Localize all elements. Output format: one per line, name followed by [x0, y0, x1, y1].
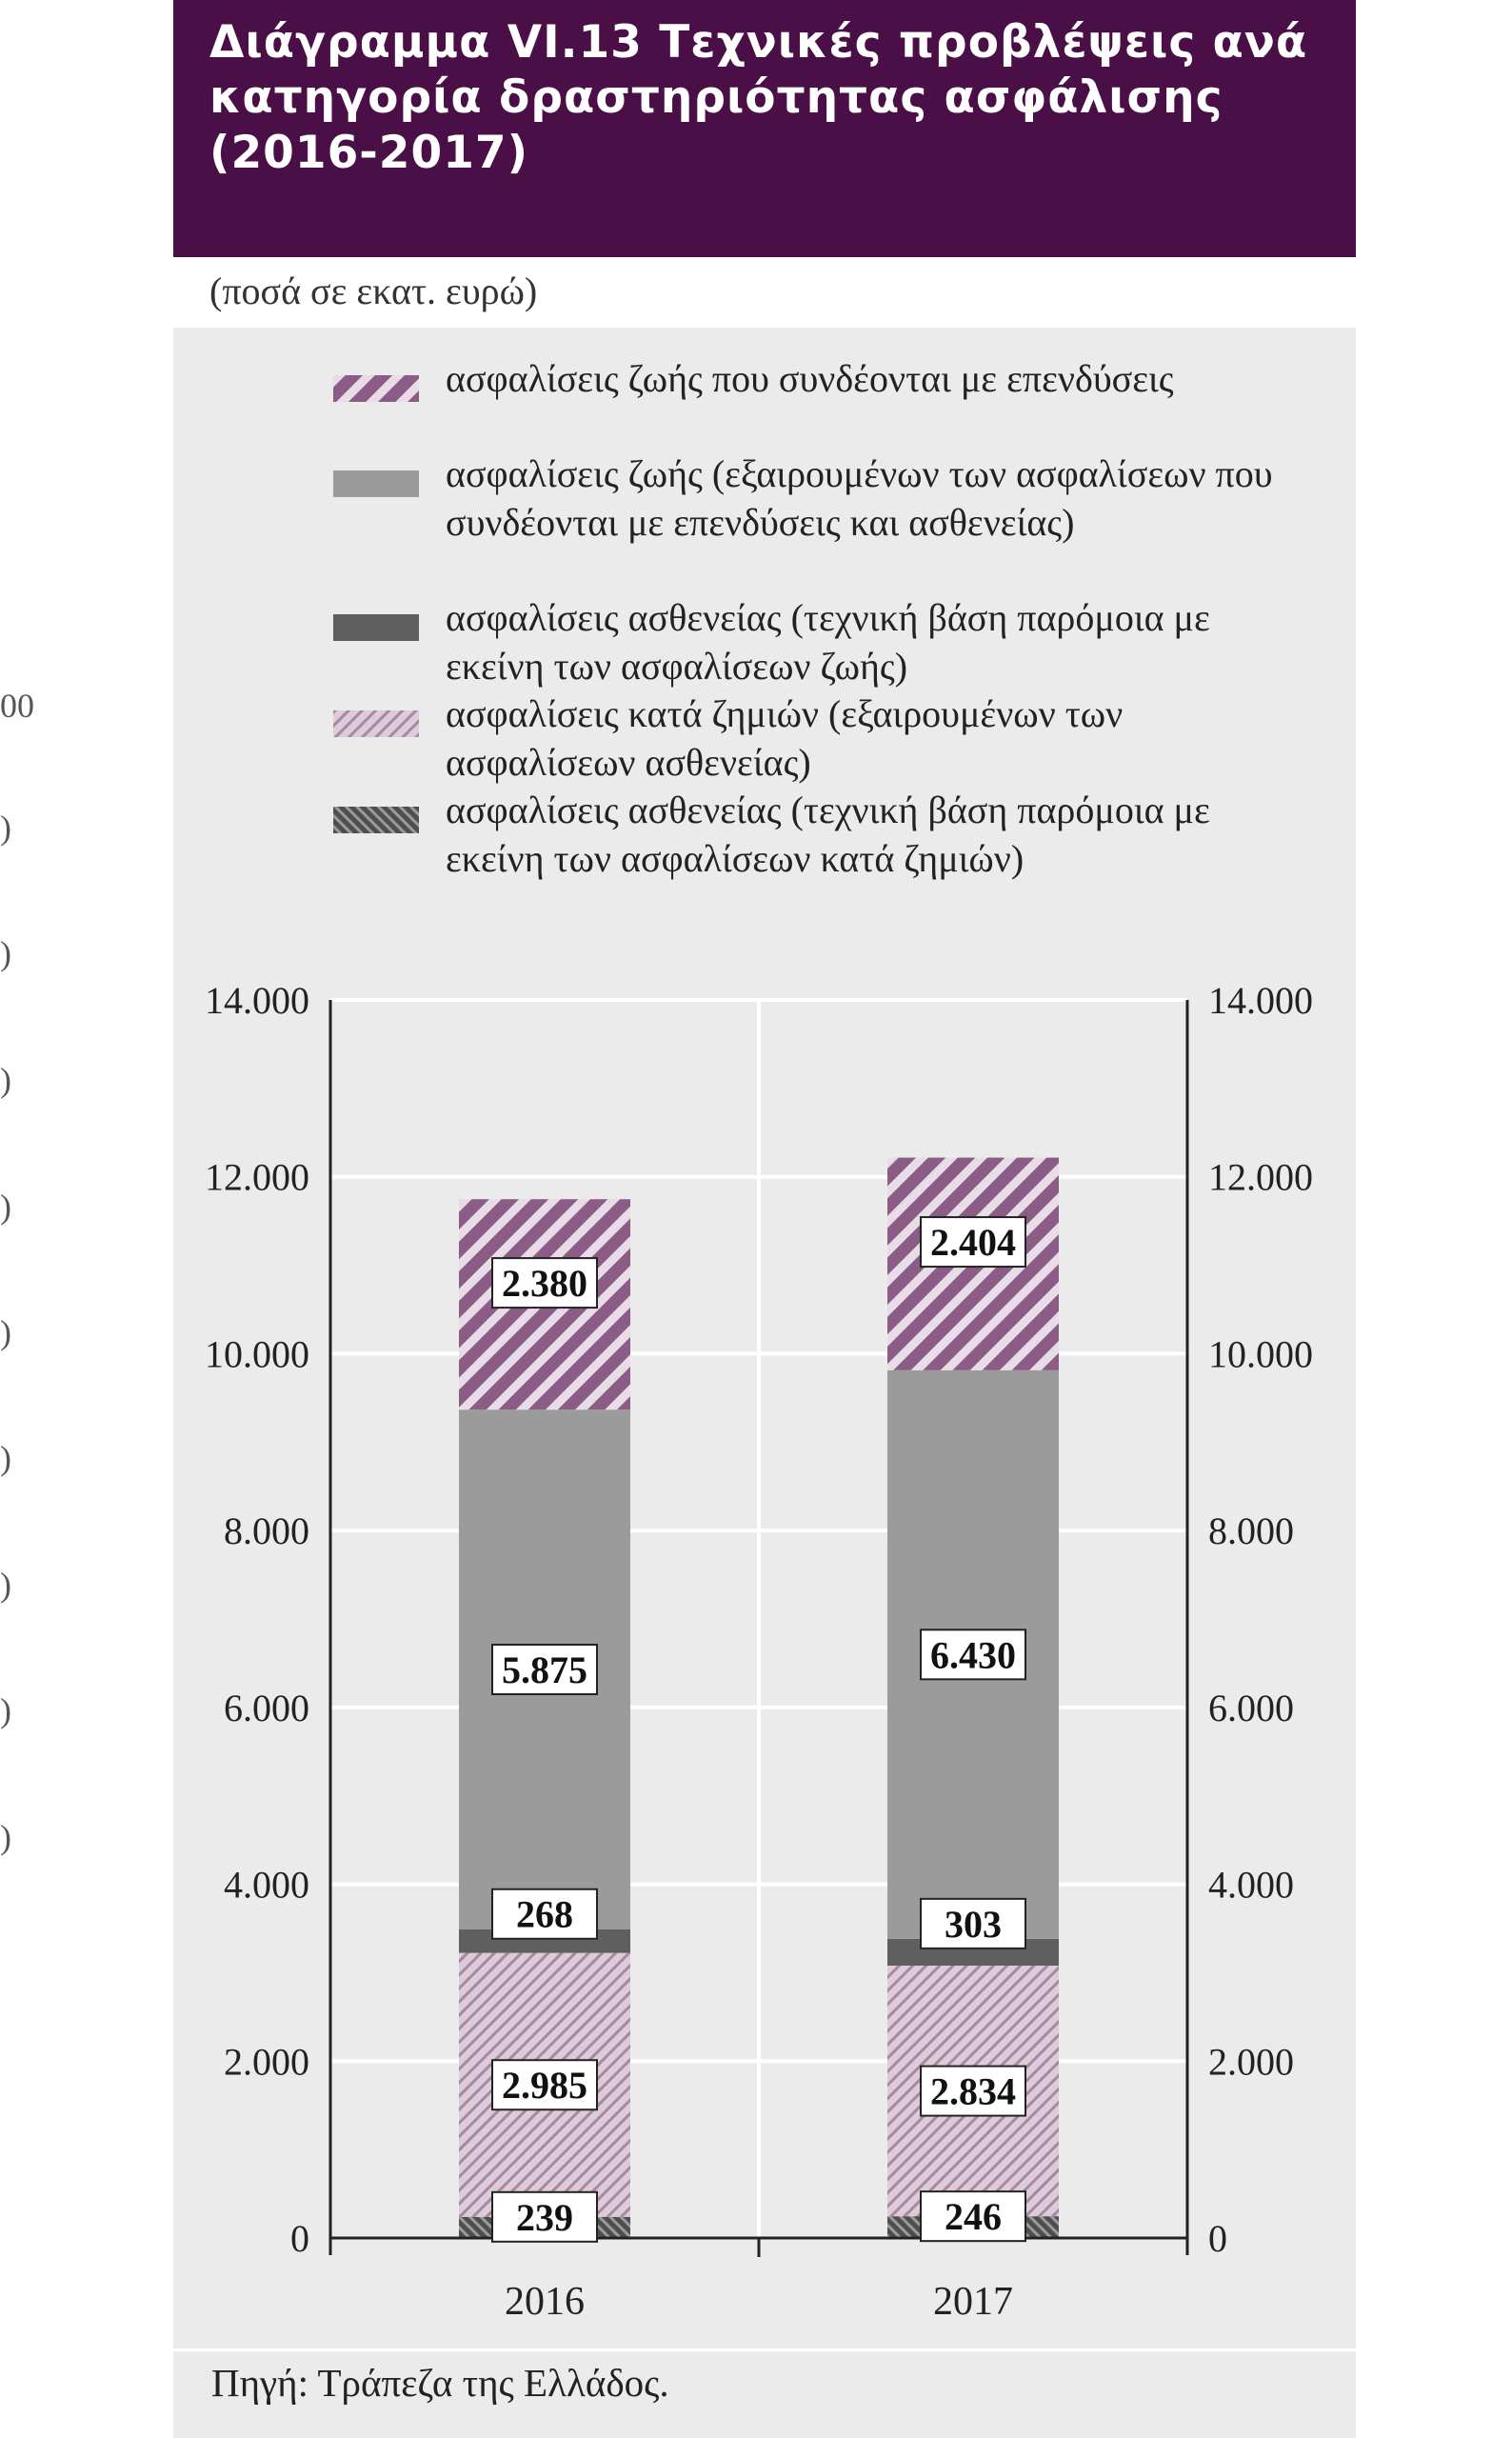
- legend-swatch-life: [333, 470, 419, 497]
- y-tick-label-right: 14.000: [1208, 979, 1313, 1022]
- edge-fragment: ): [0, 1188, 11, 1226]
- data-label-box: [491, 1888, 598, 1940]
- data-label: 303: [945, 1903, 1002, 1946]
- y-tick-label-left: 12.000: [205, 1156, 309, 1199]
- y-tick-label-right: 10.000: [1208, 1332, 1313, 1375]
- bars: [459, 1157, 1059, 2238]
- data-label-box: [920, 1216, 1026, 1269]
- legend-swatch-non-life: [333, 710, 419, 737]
- data-label: 246: [945, 2195, 1002, 2238]
- data-label-box: [920, 2190, 1026, 2243]
- edge-fragment: ): [0, 934, 11, 972]
- x-tick-label: 2017: [933, 2280, 1013, 2324]
- figure-title: Διάγραμμα VI.13 Τεχνικές προβλέψεις ανά …: [209, 16, 1308, 179]
- data-label-box: [920, 1629, 1026, 1681]
- edge-fragment: ): [0, 1818, 11, 1856]
- y-tick-label-right: 12.000: [1208, 1156, 1313, 1199]
- legend-label-health-nslt: ασφαλίσεις ασθενείας (τεχνική βάση παρόμ…: [446, 789, 1210, 880]
- data-label: 6.430: [930, 1633, 1016, 1676]
- figure-header: Διάγραμμα VI.13 Τεχνικές προβλέψεις ανά …: [173, 0, 1356, 257]
- legend-swatch-health-nslt: [333, 807, 419, 833]
- tick-labels: 0 0 2.000 2.000 4.000 4.000 6.000 6.000 8.000 8.0…: [205, 979, 1313, 2324]
- y-tick-label-left: 6.000: [224, 1687, 309, 1729]
- edge-fragment: ): [0, 1061, 11, 1099]
- data-label: 2.380: [502, 1262, 587, 1305]
- data-label: 268: [516, 1893, 573, 1936]
- y-tick-label-right: 0: [1208, 2217, 1227, 2260]
- legend-label-unit-linked: ασφαλίσεις ζωής που συνδέονται με επενδύ…: [446, 357, 1174, 400]
- x-tick-label: 2016: [505, 2280, 585, 2324]
- data-labels: 239 2.985 268 5.875 2.380 246 2.834 303 6.430 2.4…: [491, 1216, 1026, 2243]
- y-tick-label-right: 2.000: [1208, 2040, 1294, 2083]
- y-tick-label-left: 8.000: [224, 1509, 309, 1552]
- data-label-box: [920, 2065, 1026, 2117]
- y-tick-label-left: 14.000: [205, 979, 309, 1022]
- y-tick-label-left: 2.000: [224, 2040, 309, 2083]
- y-tick-label-left: 10.000: [205, 1332, 309, 1375]
- data-label: 239: [516, 2196, 573, 2239]
- data-label: 5.875: [502, 1649, 587, 1691]
- edge-fragment: ): [0, 1439, 11, 1477]
- stacked-bar-chart: 0 0 2.000 2.000 4.000 4.000 6.000 6.000 8.000 8.0…: [205, 979, 1313, 2324]
- edge-fragment: ): [0, 1313, 11, 1351]
- units-label: (ποσά σε εκατ. ευρώ): [209, 270, 538, 312]
- edge-fragment: ): [0, 1566, 11, 1604]
- legend-swatch-unit-linked: [333, 375, 419, 402]
- y-tick-label-left: 0: [290, 2217, 309, 2260]
- data-label-box: [491, 1643, 598, 1695]
- legend-label-health-slt: ασφαλίσεις ασθενείας (τεχνική βάση παρόμ…: [446, 596, 1210, 688]
- figure-panel: [173, 0, 1356, 2438]
- data-label-box: [491, 2190, 598, 2243]
- edge-fragment: ): [0, 1691, 11, 1729]
- data-label-box: [491, 2059, 598, 2111]
- data-label: 2.985: [502, 2064, 587, 2107]
- units-bar: (ποσά σε εκατ. ευρώ): [173, 257, 1356, 328]
- source-note: Πηγή: Τράπεζα της Ελλάδος.: [211, 2361, 669, 2405]
- edge-fragment: ): [0, 809, 11, 847]
- y-tick-label-right: 8.000: [1208, 1509, 1294, 1552]
- cropped-left-edge: 00))))))))): [0, 0, 67, 2438]
- data-label: 2.404: [930, 1221, 1016, 1264]
- legend-label-non-life: ασφαλίσεις κατά ζημιών (εξαιρουμένων των…: [446, 692, 1124, 784]
- data-label-box: [491, 1257, 598, 1309]
- axes: [328, 1000, 1189, 2257]
- source-divider: [173, 2348, 1356, 2351]
- y-tick-label-right: 6.000: [1208, 1687, 1294, 1729]
- data-label-box: [920, 1897, 1026, 1949]
- data-label: 2.834: [930, 2070, 1016, 2113]
- y-tick-label-right: 4.000: [1208, 1864, 1294, 1907]
- y-tick-label-left: 4.000: [224, 1864, 309, 1907]
- legend-label-life: ασφαλίσεις ζωής (εξαιρουμένων των ασφαλί…: [446, 452, 1273, 544]
- edge-fragment: 00: [0, 687, 34, 725]
- legend-swatch-health-slt: [333, 614, 419, 641]
